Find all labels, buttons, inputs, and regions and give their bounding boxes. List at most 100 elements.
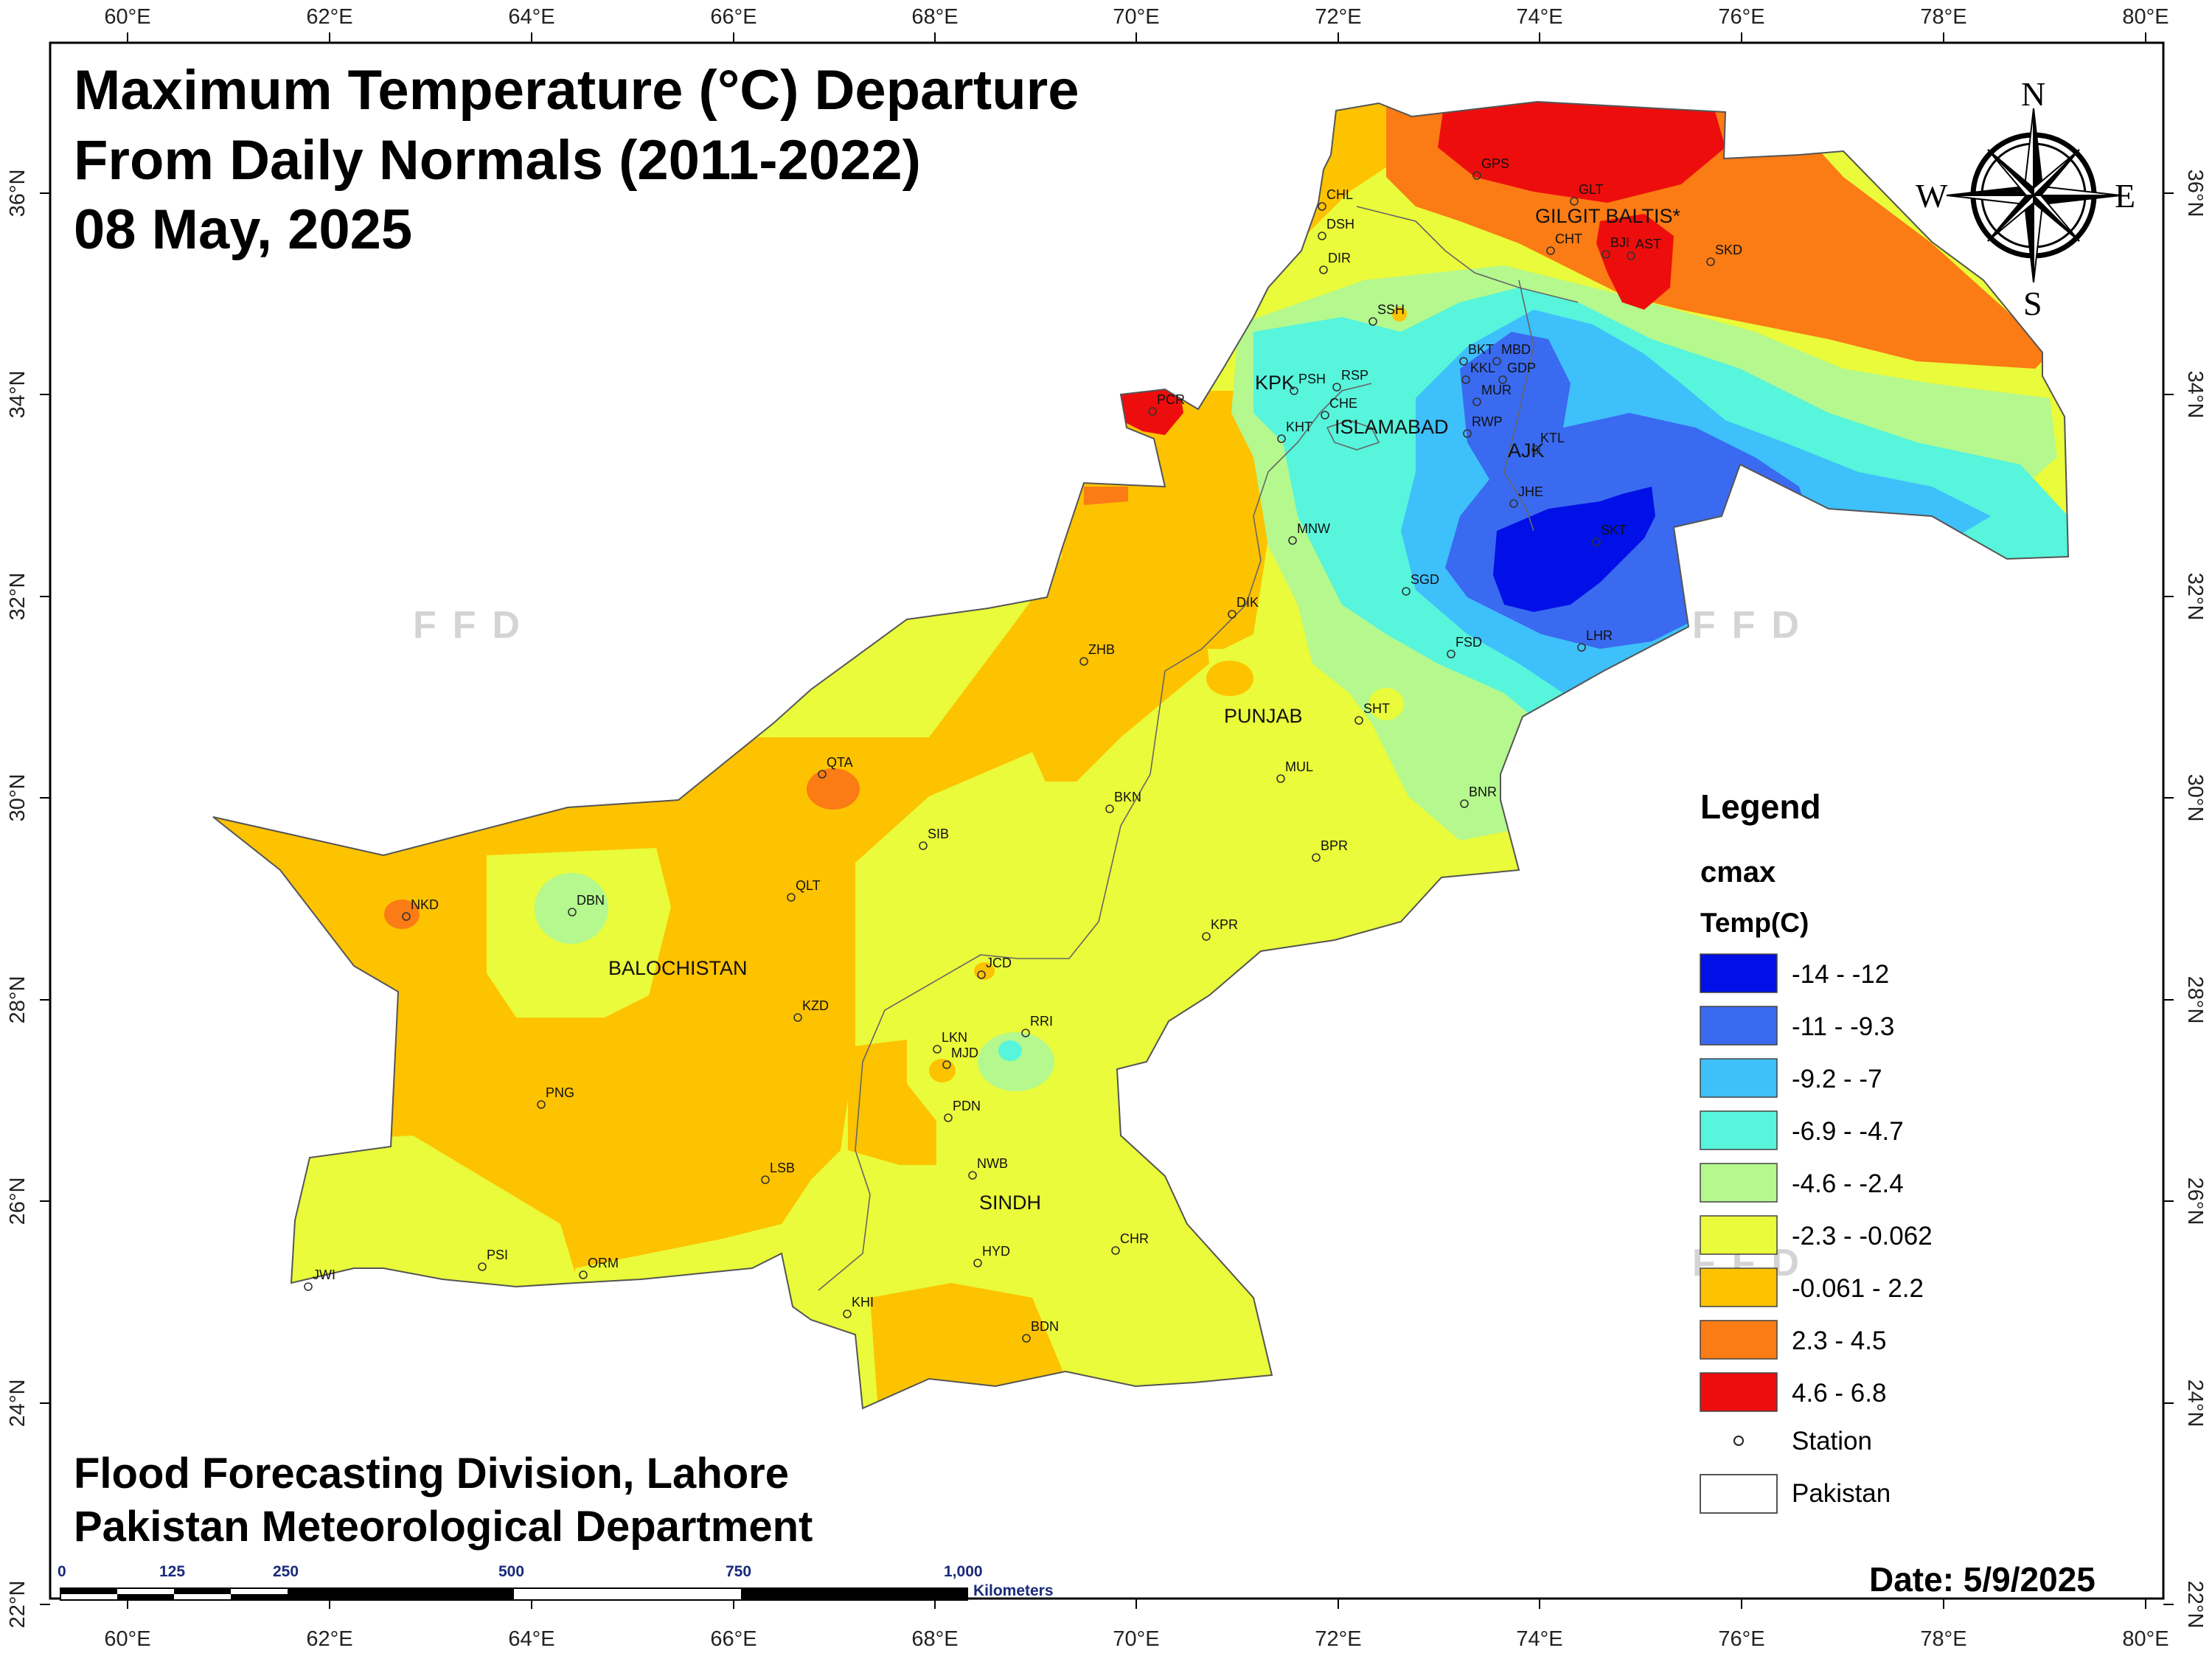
latitude-label: 28°N	[2183, 976, 2207, 1024]
date-label: Date: 5/9/2025	[1869, 1560, 2096, 1599]
station-marker[interactable]: KHT	[1277, 420, 1312, 443]
station-marker[interactable]: NKD	[402, 897, 439, 921]
station-label: HYD	[982, 1244, 1010, 1259]
latitude-label: 22°N	[6, 1581, 29, 1629]
station-marker[interactable]: PSI	[478, 1248, 508, 1271]
station-marker[interactable]: SSH	[1368, 302, 1405, 326]
station-marker[interactable]: LSB	[761, 1161, 795, 1184]
station-marker[interactable]: JCD	[977, 956, 1012, 979]
latitude-labels-left: 36°N 34°N 32°N 30°N 28°N 26°N 24°N 22°N	[6, 170, 50, 1629]
station-marker[interactable]: PSH	[1290, 372, 1326, 395]
station-marker[interactable]: QTA	[818, 755, 853, 779]
station-marker[interactable]: MNW	[1288, 521, 1330, 545]
station-label: ORM	[588, 1256, 619, 1270]
station-marker[interactable]: JHE	[1509, 484, 1543, 508]
compass-e: E	[2115, 177, 2135, 215]
station-marker[interactable]: JWI	[304, 1267, 335, 1291]
station-marker[interactable]: PCR	[1148, 392, 1185, 416]
station-marker[interactable]: HYD	[973, 1244, 1010, 1267]
station-marker[interactable]: CHL	[1318, 187, 1353, 211]
station-icon	[1290, 386, 1298, 395]
station-marker[interactable]: PDN	[944, 1099, 981, 1122]
station-marker[interactable]: AST	[1627, 237, 1661, 260]
station-icon	[1592, 538, 1601, 546]
station-marker[interactable]: SGD	[1402, 572, 1439, 596]
station-marker[interactable]: PNG	[537, 1085, 574, 1109]
station-marker[interactable]: DIK	[1228, 595, 1259, 619]
legend-class-label: 2.3 - 4.5	[1792, 1326, 1886, 1355]
station-marker[interactable]: KPR	[1202, 917, 1238, 941]
station-marker[interactable]: SIB	[919, 827, 949, 850]
station-icon	[1148, 407, 1157, 416]
legend-class-label: -4.6 - -2.4	[1792, 1169, 1904, 1198]
zone-bdn-warm	[870, 1283, 1069, 1401]
region-label: GILGIT BALTIS*	[1535, 205, 1681, 227]
station-marker[interactable]: ORM	[579, 1256, 619, 1279]
station-marker[interactable]: SKT	[1592, 523, 1627, 546]
latitude-labels-right: 36°N 34°N 32°N 30°N 28°N 26°N 24°N 22°N	[2163, 170, 2207, 1628]
latitude-label: 34°N	[6, 371, 29, 419]
station-marker[interactable]: RRI	[1021, 1014, 1053, 1037]
credit-line2: Pakistan Meteorological Department	[74, 1503, 813, 1551]
station-marker[interactable]: DSH	[1318, 217, 1354, 240]
station-marker[interactable]: CHR	[1111, 1231, 1149, 1255]
scale-bar: 0 125 250 500 750 1,000 Kilometers	[58, 1563, 1054, 1601]
station-marker[interactable]: KTL	[1531, 431, 1565, 454]
station-label: RSP	[1341, 368, 1368, 383]
station-icon	[942, 1060, 951, 1069]
station-marker[interactable]: MUL	[1276, 759, 1313, 783]
station-marker[interactable]: CHE	[1321, 396, 1357, 420]
station-marker[interactable]: LHR	[1577, 628, 1613, 652]
station-marker[interactable]: DIR	[1319, 251, 1351, 274]
station-icon	[1276, 774, 1285, 783]
station-label: PCR	[1157, 392, 1185, 407]
station-marker[interactable]: BPR	[1312, 838, 1348, 862]
station-marker[interactable]: SKD	[1706, 243, 1742, 266]
station-marker[interactable]: NWB	[968, 1156, 1008, 1180]
station-marker[interactable]: BDN	[1022, 1319, 1059, 1343]
legend-swatch	[1700, 1320, 1778, 1360]
station-marker[interactable]: BJI	[1601, 235, 1630, 259]
station-marker[interactable]: BKT	[1459, 342, 1494, 366]
station-label: LKN	[942, 1030, 967, 1045]
station-icon	[843, 1310, 852, 1318]
longitude-labels-top: 60°E 62°E 64°E 66°E 68°E 70°E 72°E 74°E 76°E 78°E…	[104, 5, 2169, 43]
station-icon	[1447, 650, 1455, 658]
station-marker[interactable]: SHT	[1354, 701, 1390, 725]
station-marker[interactable]: BKN	[1105, 790, 1141, 813]
station-marker[interactable]: RWP	[1463, 414, 1503, 438]
station-label: SGD	[1411, 572, 1439, 587]
station-marker[interactable]: DBN	[568, 893, 605, 917]
station-marker[interactable]: GDP	[1498, 361, 1536, 384]
station-marker[interactable]: FSD	[1447, 635, 1482, 658]
zone-qta-orange	[807, 768, 860, 810]
legend-class: -2.3 - -0.062	[1700, 1215, 1933, 1255]
longitude-label: 66°E	[710, 1627, 757, 1651]
station-marker[interactable]: GPS	[1472, 156, 1509, 180]
station-marker[interactable]: MBD	[1492, 342, 1531, 366]
station-label: RWP	[1472, 414, 1503, 429]
station-label: KKL	[1470, 361, 1495, 375]
station-marker[interactable]: GLT	[1570, 182, 1604, 206]
station-label: DIR	[1328, 251, 1351, 265]
station-label: SIB	[928, 827, 949, 841]
station-icon	[1531, 445, 1540, 454]
station-marker[interactable]: KKL	[1461, 361, 1495, 384]
station-label: PDN	[953, 1099, 981, 1113]
station-marker[interactable]: RSP	[1332, 368, 1368, 392]
station-marker[interactable]: ZHB	[1079, 642, 1115, 666]
latitude-label: 28°N	[6, 976, 29, 1024]
station-label: MBD	[1501, 342, 1531, 357]
station-marker[interactable]: QLT	[787, 878, 821, 902]
station-marker[interactable]: KZD	[793, 998, 829, 1022]
station-marker[interactable]: KHI	[843, 1295, 874, 1318]
station-marker[interactable]: MJD	[942, 1046, 978, 1069]
station-marker[interactable]: LKN	[933, 1030, 967, 1054]
station-icon	[1368, 317, 1377, 326]
zone-red-skardu	[1596, 214, 1674, 310]
station-marker[interactable]: CHT	[1546, 232, 1582, 255]
region-label: KPK	[1255, 372, 1295, 394]
latitude-label: 26°N	[6, 1178, 29, 1225]
station-marker[interactable]: MUR	[1472, 383, 1512, 406]
station-marker[interactable]: BNR	[1460, 785, 1497, 808]
